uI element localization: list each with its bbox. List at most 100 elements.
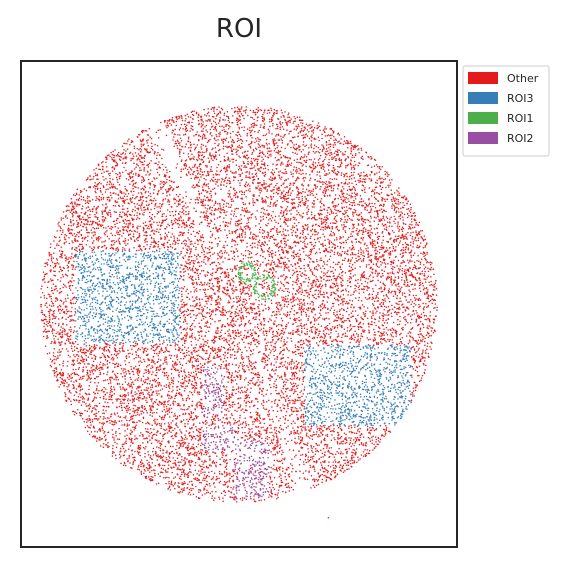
scatter-point <box>71 253 73 255</box>
scatter-point <box>118 233 121 236</box>
scatter-point <box>226 318 229 320</box>
scatter-point <box>279 121 281 123</box>
scatter-point <box>256 160 259 163</box>
scatter-point <box>418 342 421 345</box>
scatter-point <box>322 425 325 427</box>
scatter-point <box>321 481 323 484</box>
scatter-point <box>284 360 287 363</box>
scatter-point <box>211 346 214 349</box>
scatter-point <box>107 170 109 172</box>
scatter-point <box>204 423 207 425</box>
scatter-point <box>320 293 322 296</box>
scatter-point <box>180 326 182 328</box>
scatter-point <box>248 295 251 298</box>
scatter-point <box>255 140 258 142</box>
scatter-point <box>354 437 357 439</box>
scatter-point <box>102 362 105 365</box>
scatter-point <box>213 363 216 365</box>
scatter-point <box>72 410 74 413</box>
scatter-point <box>396 225 399 227</box>
scatter-point <box>85 345 88 347</box>
scatter-point <box>195 384 198 386</box>
scatter-point <box>279 446 282 448</box>
scatter-point <box>217 347 220 349</box>
scatter-point <box>107 344 109 346</box>
scatter-point <box>370 231 372 234</box>
scatter-point <box>268 142 270 145</box>
scatter-point <box>116 400 118 402</box>
scatter-point <box>323 170 326 172</box>
scatter-point <box>269 476 272 479</box>
scatter-point <box>244 386 246 388</box>
scatter-point <box>136 411 139 414</box>
scatter-point <box>182 419 185 421</box>
scatter-point <box>426 242 428 244</box>
scatter-point <box>123 402 125 404</box>
scatter-point <box>408 285 410 288</box>
scatter-point <box>282 327 284 330</box>
scatter-point <box>227 158 230 161</box>
scatter-point <box>113 423 116 426</box>
scatter-point <box>243 364 246 367</box>
scatter-point <box>142 342 145 345</box>
scatter-point <box>315 187 317 190</box>
scatter-point <box>309 192 312 194</box>
scatter-point <box>106 363 109 365</box>
scatter-point <box>434 315 437 318</box>
scatter-point <box>298 125 300 128</box>
scatter-point <box>378 266 380 269</box>
scatter-point <box>269 442 272 445</box>
scatter-point <box>260 109 263 112</box>
scatter-point <box>354 274 356 276</box>
scatter-point <box>280 275 282 277</box>
scatter-point <box>278 215 280 217</box>
scatter-point <box>268 132 270 134</box>
scatter-point <box>304 235 307 238</box>
scatter-point <box>178 148 181 151</box>
scatter-point <box>308 131 310 133</box>
scatter-point <box>117 233 119 236</box>
scatter-point <box>295 172 298 174</box>
scatter-point <box>372 449 374 451</box>
scatter-point <box>255 238 257 240</box>
scatter-point <box>249 132 252 134</box>
scatter-point <box>221 456 223 459</box>
scatter-point <box>167 378 169 380</box>
scatter-point <box>332 429 334 432</box>
scatter-point <box>248 319 251 322</box>
scatter-point <box>266 344 268 347</box>
scatter-point <box>41 309 43 312</box>
scatter-point <box>229 346 231 349</box>
scatter-point <box>277 127 279 130</box>
scatter-point <box>214 121 217 124</box>
scatter-point <box>286 210 288 212</box>
scatter-point <box>236 195 239 198</box>
scatter-point <box>378 177 380 180</box>
scatter-point <box>352 224 355 227</box>
scatter-point <box>265 201 267 204</box>
scatter-point <box>152 454 155 456</box>
scatter-point <box>150 398 152 401</box>
scatter-point <box>229 310 231 312</box>
scatter-point <box>198 497 200 499</box>
scatter-point <box>264 361 266 363</box>
scatter-point <box>344 272 347 274</box>
scatter-point <box>204 126 206 128</box>
scatter-point <box>177 195 180 198</box>
scatter-point <box>163 406 165 408</box>
scatter-point <box>344 332 347 335</box>
scatter-point <box>224 138 226 140</box>
scatter-point <box>43 277 45 280</box>
scatter-point <box>303 323 306 326</box>
scatter-point <box>288 209 291 212</box>
scatter-point <box>54 367 56 369</box>
scatter-point <box>101 211 104 214</box>
scatter-point <box>239 110 242 113</box>
scatter-point <box>259 329 261 332</box>
scatter-point <box>221 314 223 316</box>
scatter-point <box>318 161 320 164</box>
scatter-point <box>306 331 308 333</box>
scatter-point <box>221 139 223 142</box>
scatter-point <box>53 348 56 350</box>
scatter-point <box>339 245 342 248</box>
